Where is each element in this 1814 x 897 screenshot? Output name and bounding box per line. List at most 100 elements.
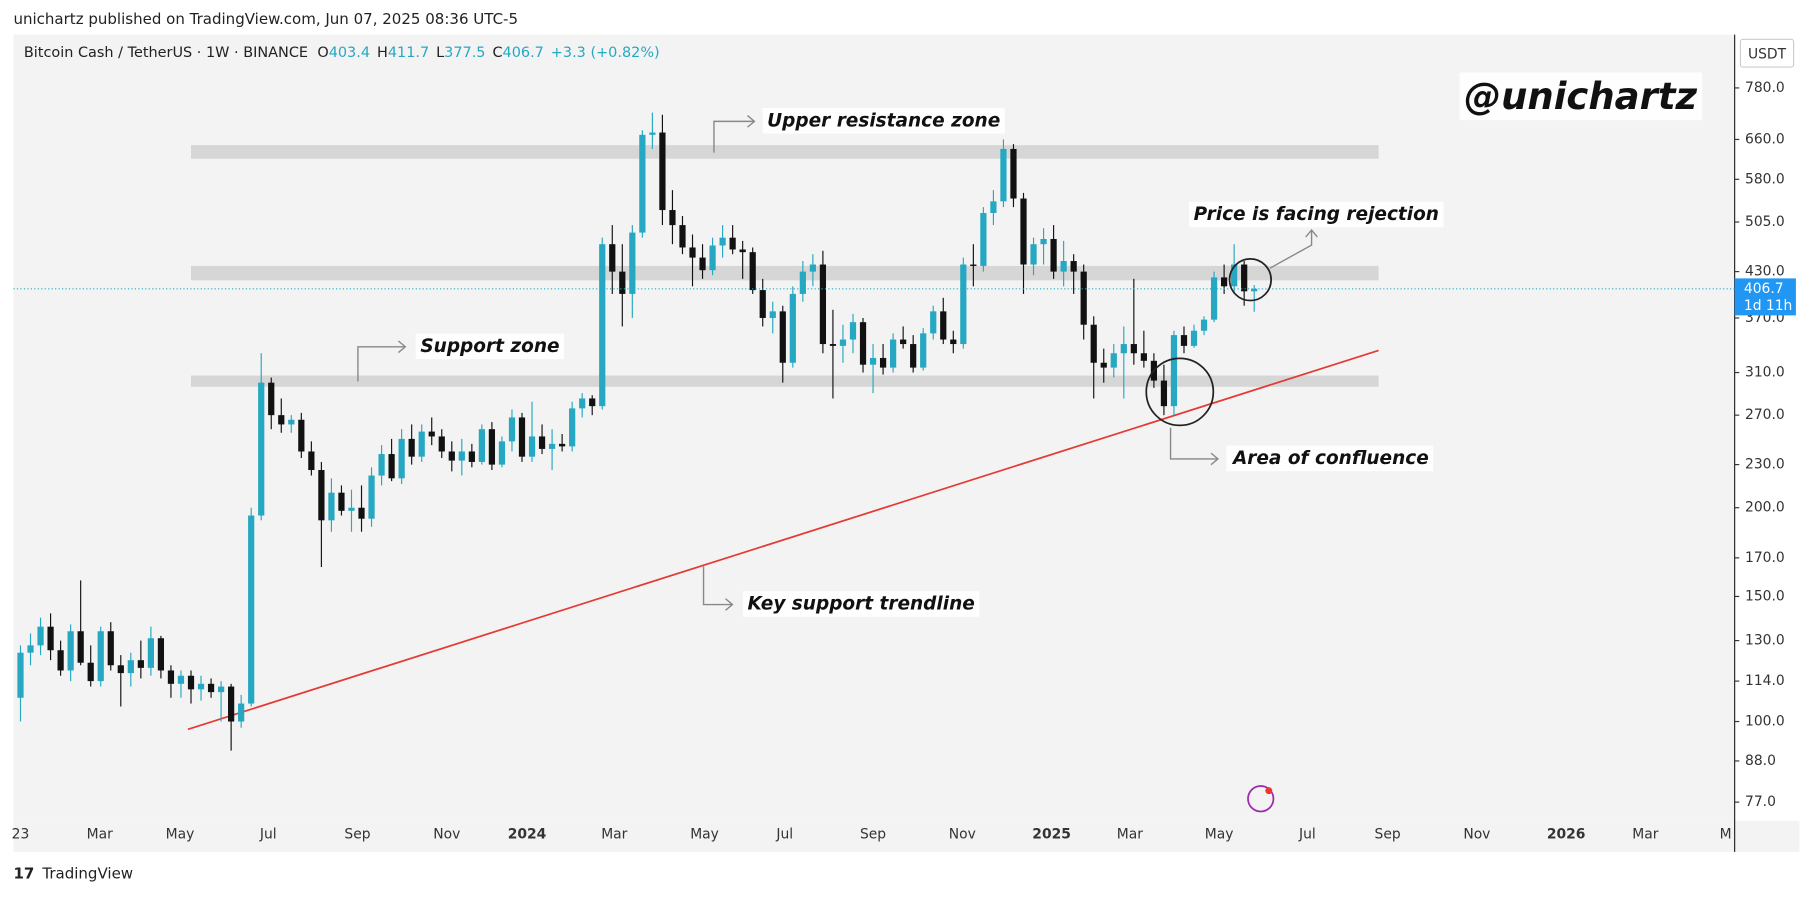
logo-mark: 17: [13, 864, 34, 882]
candle-body: [739, 249, 746, 253]
currency: USDT: [1748, 46, 1787, 62]
annotation: Support zone: [420, 336, 559, 357]
candle-body: [1030, 244, 1037, 265]
candle-body: [288, 419, 295, 425]
symbol: Bitcoin Cash / TetherUS · 1W · BINANCE: [24, 45, 308, 61]
y-tick-label: 130.0: [1745, 633, 1785, 649]
candle-body: [799, 271, 806, 294]
candle-body: [27, 645, 34, 653]
candle-body: [589, 398, 596, 407]
candle-body: [498, 441, 506, 465]
x-tick-label: Sep: [344, 827, 370, 843]
candle-body: [217, 686, 225, 693]
candle-body: [1110, 353, 1117, 368]
y-tick-label: 170.0: [1745, 550, 1785, 566]
candle-body: [879, 357, 887, 368]
candle-body: [1210, 277, 1218, 320]
annotation-bg: [1189, 201, 1444, 228]
candle-body: [338, 492, 345, 511]
annotation: Price is facing rejection: [1194, 204, 1439, 225]
candle-body: [398, 438, 405, 479]
candle-body: [97, 631, 104, 682]
y-tick-label: 230.0: [1745, 457, 1785, 473]
x-tick-label: Mar: [1632, 827, 1658, 843]
candle-body: [458, 451, 465, 461]
candle-body: [1020, 198, 1027, 265]
y-tick-label: 270.0: [1745, 407, 1785, 423]
plot: [13, 112, 1735, 751]
y-tick-label: 780.0: [1745, 80, 1785, 96]
y-tick-label: 114.0: [1745, 673, 1785, 689]
candle-body: [238, 703, 245, 722]
candle-body: [147, 638, 154, 668]
candle-body: [1120, 344, 1127, 354]
candle-body: [1080, 271, 1087, 325]
candle-body: [1040, 238, 1047, 245]
candle-body: [829, 344, 837, 346]
x-tick-label: 23: [12, 827, 30, 843]
y-tick-label: 200.0: [1745, 500, 1785, 516]
candle-body: [679, 225, 686, 248]
x-tick-label: Nov: [949, 827, 976, 843]
candle-body: [37, 626, 44, 646]
y-tick-label: 77.0: [1745, 794, 1776, 810]
candle-body: [839, 339, 847, 346]
candle-body: [1010, 148, 1017, 199]
y-tick-label: 505.0: [1745, 214, 1785, 230]
candle-body: [17, 652, 24, 698]
candle-body: [308, 451, 315, 471]
arrow: [702, 566, 733, 606]
candle-body: [87, 662, 94, 682]
x-tick-label: May: [690, 827, 719, 843]
annotation: Upper resistance zone: [767, 110, 1000, 131]
candle-body: [1060, 261, 1067, 272]
x-tick-label: Nov: [433, 827, 460, 843]
arrowhead: [1305, 228, 1318, 238]
zone: [191, 375, 1379, 387]
candle-body: [478, 429, 485, 462]
annotation-bg: [415, 333, 565, 360]
candle-body: [639, 134, 646, 233]
alert-icon: [1247, 785, 1275, 813]
candle-body: [890, 339, 897, 368]
candle-body: [759, 290, 766, 318]
annotation: Key support trendline: [747, 594, 974, 615]
arrow: [1269, 230, 1313, 269]
candle-body: [749, 252, 756, 291]
arrowhead: [1210, 452, 1220, 466]
x-tick-label: Sep: [860, 827, 886, 843]
arrow: [357, 346, 406, 382]
candle-body: [548, 443, 556, 449]
candle-body: [388, 454, 395, 479]
candle-body: [609, 244, 616, 272]
candle-body: [528, 436, 536, 457]
price-tag-value: 406.7: [1744, 281, 1784, 297]
arrowhead: [725, 598, 734, 611]
candle-body: [197, 683, 205, 690]
candle-body: [318, 470, 325, 521]
zone: [191, 145, 1379, 159]
x-tick-label: 2024: [508, 827, 547, 843]
candle-body: [508, 417, 516, 442]
x-tick-label: Sep: [1375, 827, 1401, 843]
candle-body: [468, 451, 475, 462]
legend-label: O: [317, 45, 328, 61]
candle-body: [518, 417, 526, 457]
x-tick-label: Mar: [601, 827, 627, 843]
x-tick-label: Jul: [1298, 827, 1316, 843]
candle-body: [920, 333, 927, 368]
candle-body: [819, 264, 827, 345]
annotation: Area of confluence: [1231, 448, 1429, 469]
candle-body: [900, 339, 907, 345]
publish-header: unichartz published on TradingView.com, …: [13, 10, 518, 28]
candle-body: [709, 245, 716, 271]
x-tick-label: May: [166, 827, 195, 843]
candle-body: [127, 660, 134, 674]
candle-body: [1050, 238, 1057, 272]
y-tick-label: 430.0: [1745, 264, 1785, 280]
x-tick-label: M: [1720, 827, 1732, 843]
candle-body: [137, 660, 144, 668]
candle-body: [849, 322, 857, 340]
candle-body: [177, 675, 185, 684]
candle-body: [990, 201, 997, 213]
